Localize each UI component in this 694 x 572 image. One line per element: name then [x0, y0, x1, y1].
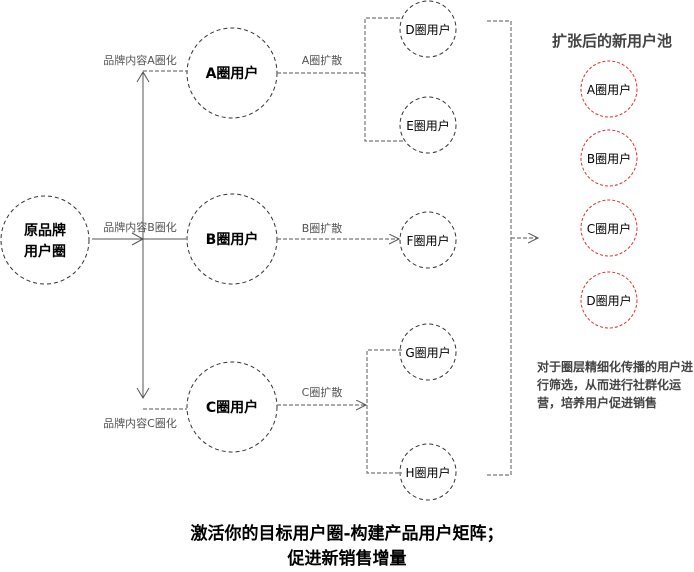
pool-circle-c [580, 199, 638, 257]
e-label: E圈用户 [406, 118, 450, 133]
footer-title: 激活你的目标用户圈-构建产品用户矩阵； 促进新销售增量 [0, 522, 694, 572]
label-c-spread: C圈扩散 [302, 385, 343, 399]
pool-circle-b [580, 129, 638, 187]
b-label: B圈用户 [206, 231, 259, 248]
d-label: D圈用户 [405, 22, 450, 37]
description: 对于圈层精细化传播的用户进行筛选，从而进行社群化运营，培养用户促进销售 [537, 360, 694, 410]
c-label: C圈用户 [206, 399, 258, 416]
pool-circle-d [580, 271, 638, 329]
pool-item-a: A圈用户 [587, 82, 631, 97]
c-circle [186, 361, 278, 453]
pool-item-b: B圈用户 [587, 151, 631, 166]
label-a-spread: A圈扩散 [302, 53, 343, 67]
pool-bracket [487, 20, 512, 476]
source-label-1: 原品牌 [24, 222, 66, 239]
f-label: F圈用户 [407, 233, 450, 248]
arrow-right-b [131, 232, 145, 246]
pool-item-d: D圈用户 [586, 293, 631, 308]
pool-title: 扩张后的新用户池 [552, 32, 672, 50]
g-circle [399, 323, 457, 381]
label-to-a: 品牌内容A圈化 [103, 53, 177, 67]
h-label: H圈用户 [405, 465, 450, 480]
d-circle [399, 0, 457, 58]
footer-line-2: 促进新销售增量 [287, 549, 407, 569]
source-circle [0, 195, 90, 285]
pool-item-c: C圈用户 [587, 221, 631, 236]
footer-line-1: 激活你的目标用户圈-构建产品用户矩阵； [190, 524, 504, 544]
label-to-b: 品牌内容B圈化 [103, 220, 177, 234]
e-circle [399, 96, 457, 154]
label-b-spread: B圈扩散 [302, 221, 343, 235]
a-label: A圈用户 [206, 65, 259, 82]
h-circle [399, 443, 457, 501]
label-to-c: 品牌内容C圈化 [103, 416, 177, 430]
g-label: G圈用户 [405, 345, 450, 360]
c-bracket [366, 349, 402, 474]
arrow-up-a [136, 71, 150, 83]
a-bracket [364, 17, 405, 142]
arrow-down-c [136, 387, 150, 399]
source-label-2: 用户圈 [24, 243, 66, 260]
pool-circle-a [580, 60, 638, 118]
